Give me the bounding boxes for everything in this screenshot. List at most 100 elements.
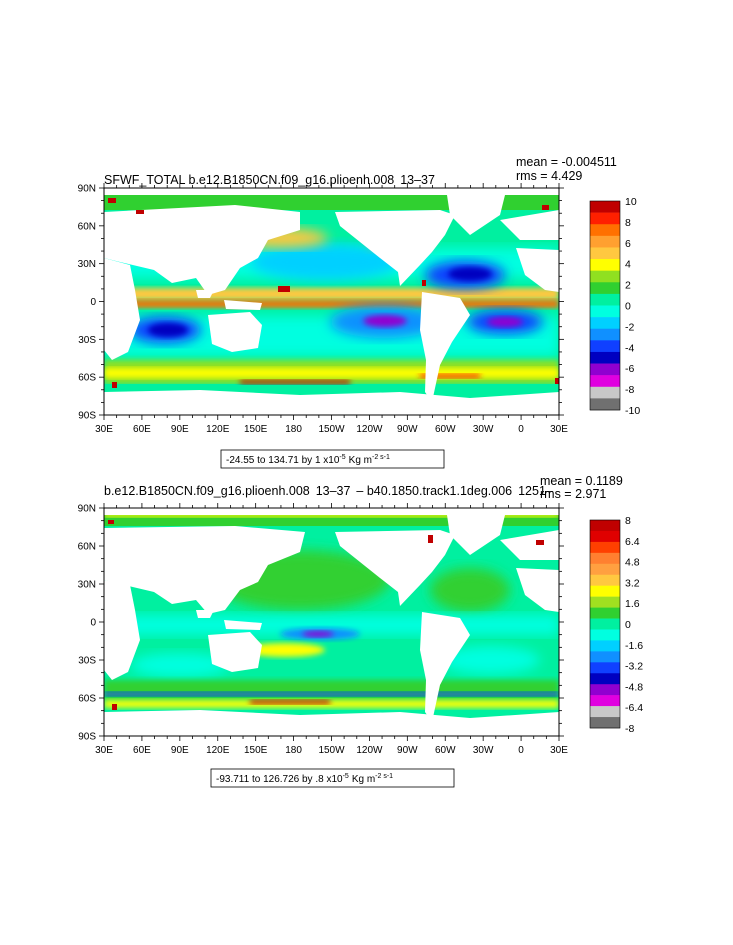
top-map-lon-label: 30E	[95, 424, 113, 435]
bottom-colorbar-label: -6.4	[625, 702, 643, 714]
bottom-colorbar-label: 8	[625, 515, 631, 527]
bottom-colorbar-label: 1.6	[625, 598, 640, 610]
bottom-colorbar-label: -1.6	[625, 640, 643, 652]
top-map-lat-label: 60N	[78, 221, 96, 232]
bottom-colorbar-label: 6.4	[625, 536, 640, 548]
top-colorbar-swatch	[590, 212, 620, 225]
top-map-lon-label: 120E	[206, 424, 230, 435]
bottom-colorbar-swatch	[590, 673, 620, 685]
top-map-lat-label: 90S	[78, 411, 96, 422]
top-colorbar-swatch	[590, 259, 620, 271]
top-map-lon-label: 120W	[356, 424, 383, 435]
bottom-colorbar-label: 3.2	[625, 577, 640, 589]
bottom-colorbar-swatch	[590, 717, 620, 729]
top-map-range-box: -24.55 to 134.71 by 1 x10-5 Kg m-2 s-1	[220, 449, 445, 469]
top-colorbar-swatch	[590, 340, 620, 353]
top-colorbar-label: 2	[625, 280, 631, 292]
top-range-units: Kg m	[349, 455, 372, 466]
top-map-field	[104, 188, 559, 415]
top-map-lon-label: 90E	[171, 424, 189, 435]
bottom-map-lon-label: 60E	[133, 745, 151, 756]
top-range-exp: -5	[339, 454, 345, 461]
bottom-map-lat-label: 90N	[78, 504, 96, 515]
bottom-colorbar-swatch	[590, 618, 620, 630]
bottom-map-panel: b.e12.B1850CN.f09_g16.plioenh.008 13–37 …	[78, 474, 643, 788]
top-map-lon-label: 0	[518, 424, 524, 435]
bottom-map-land	[104, 508, 559, 736]
bottom-colorbar-swatch	[590, 695, 620, 707]
bottom-map-lon-label: 150E	[244, 745, 268, 756]
top-colorbar-swatch	[590, 398, 620, 411]
top-range-text: -24.55 to 134.71 by 1 x10	[226, 455, 340, 466]
bottom-range-units: Kg m	[352, 774, 375, 785]
bottom-map-lon-label: 150W	[318, 745, 345, 756]
bottom-map-lon-label: 0	[518, 745, 524, 756]
bottom-map-lon-label: 30E	[550, 745, 568, 756]
bottom-map-lon-label: 60W	[435, 745, 456, 756]
top-colorbar-swatch	[590, 386, 620, 399]
bottom-map-lat-label: 30N	[78, 580, 96, 591]
bottom-map-lon-labels: 30E 60E 90E 120E 150E 180 150W 120W 90W 60W 30W 0 30…	[95, 745, 568, 756]
top-range-units-exp: -2 s-1	[372, 454, 390, 461]
top-colorbar-swatch	[590, 328, 620, 341]
bottom-colorbar-swatch	[590, 651, 620, 663]
top-colorbar-label: -10	[625, 405, 640, 417]
top-colorbar-swatch	[590, 293, 620, 306]
bottom-colorbar-label: -3.2	[625, 661, 643, 673]
top-colorbar-label: 4	[625, 259, 631, 271]
bottom-map-field	[104, 508, 559, 736]
top-map-lat-label: 90N	[78, 184, 96, 195]
bottom-map-range-box: -93.711 to 126.726 by .8 x10-5 Kg m-2 s-1	[210, 768, 455, 788]
top-map-lat-label: 30N	[78, 259, 96, 270]
top-colorbar-swatch	[590, 247, 620, 260]
top-colorbar-label: -4	[625, 342, 634, 354]
top-colorbar-label: -2	[625, 321, 634, 333]
bottom-colorbar-swatch	[590, 684, 620, 696]
bottom-colorbar-swatch	[590, 520, 620, 532]
bottom-map-lat-label: 60N	[78, 542, 96, 553]
top-colorbar-label: 6	[625, 238, 631, 250]
bottom-colorbar-label: 0	[625, 619, 631, 631]
top-map-title: SFWF_TOTAL b.e12.B1850CN.f09_g16.plioenh…	[104, 173, 437, 187]
top-colorbar-label: 8	[625, 217, 631, 229]
bottom-colorbar-swatch	[590, 596, 620, 608]
bottom-map-ticks	[99, 503, 564, 741]
top-map-lon-labels: 30E 60E 90E 120E 150E 180 150W 120W 90W 60W 30W 0 30…	[95, 424, 568, 435]
top-colorbar-swatch	[590, 375, 620, 388]
bottom-colorbar-swatch	[590, 541, 620, 554]
top-colorbar-swatch	[590, 317, 620, 330]
top-map-mean: mean = -0.004511	[516, 155, 617, 169]
top-map-lon-label: 90W	[397, 424, 418, 435]
bottom-map-lat-label: 90S	[78, 732, 96, 743]
top-colorbar-swatch	[590, 201, 620, 213]
top-colorbar: 10 8 6 4 2 0 -2 -4 -6 -8 -10	[589, 196, 640, 417]
top-map-ticks	[99, 183, 564, 420]
top-map-rms: rms = 4.429	[516, 169, 582, 183]
top-map-lat-label: 60S	[78, 373, 96, 384]
bottom-colorbar-swatch	[590, 530, 620, 543]
top-map-lat-label: 30S	[78, 335, 96, 346]
bottom-colorbar-swatch	[590, 640, 620, 652]
bottom-map-lon-label: 30E	[95, 745, 113, 756]
bottom-map-lat-labels: 90N 60N 30N 0 30S 60S 90S	[78, 504, 97, 743]
top-map-lon-label: 150E	[244, 424, 268, 435]
bottom-map-mean: mean = 0.1189	[540, 474, 623, 488]
top-map-lon-label: 150W	[318, 424, 345, 435]
top-colorbar-swatch	[590, 305, 620, 318]
top-colorbar-label: 10	[625, 196, 637, 208]
bottom-colorbar-swatch	[590, 574, 620, 586]
bottom-map-lon-label: 30W	[473, 745, 494, 756]
bottom-range-text: -93.711 to 126.726 by .8 x10	[216, 774, 343, 785]
top-colorbar-swatch	[590, 224, 620, 237]
bottom-map-lon-label: 120E	[206, 745, 230, 756]
top-map-lon-label: 60E	[133, 424, 151, 435]
bottom-colorbar-swatch	[590, 607, 620, 619]
bottom-colorbar-swatch	[590, 563, 620, 576]
bottom-range-exp: -5	[343, 773, 349, 780]
bottom-colorbar-label: 4.8	[625, 557, 640, 569]
bottom-colorbar-swatch	[590, 662, 620, 674]
bottom-colorbar-label: -4.8	[625, 681, 643, 693]
top-map-lon-label: 30E	[550, 424, 568, 435]
bottom-map-title: b.e12.B1850CN.f09_g16.plioenh.008 13–37 …	[104, 484, 553, 498]
